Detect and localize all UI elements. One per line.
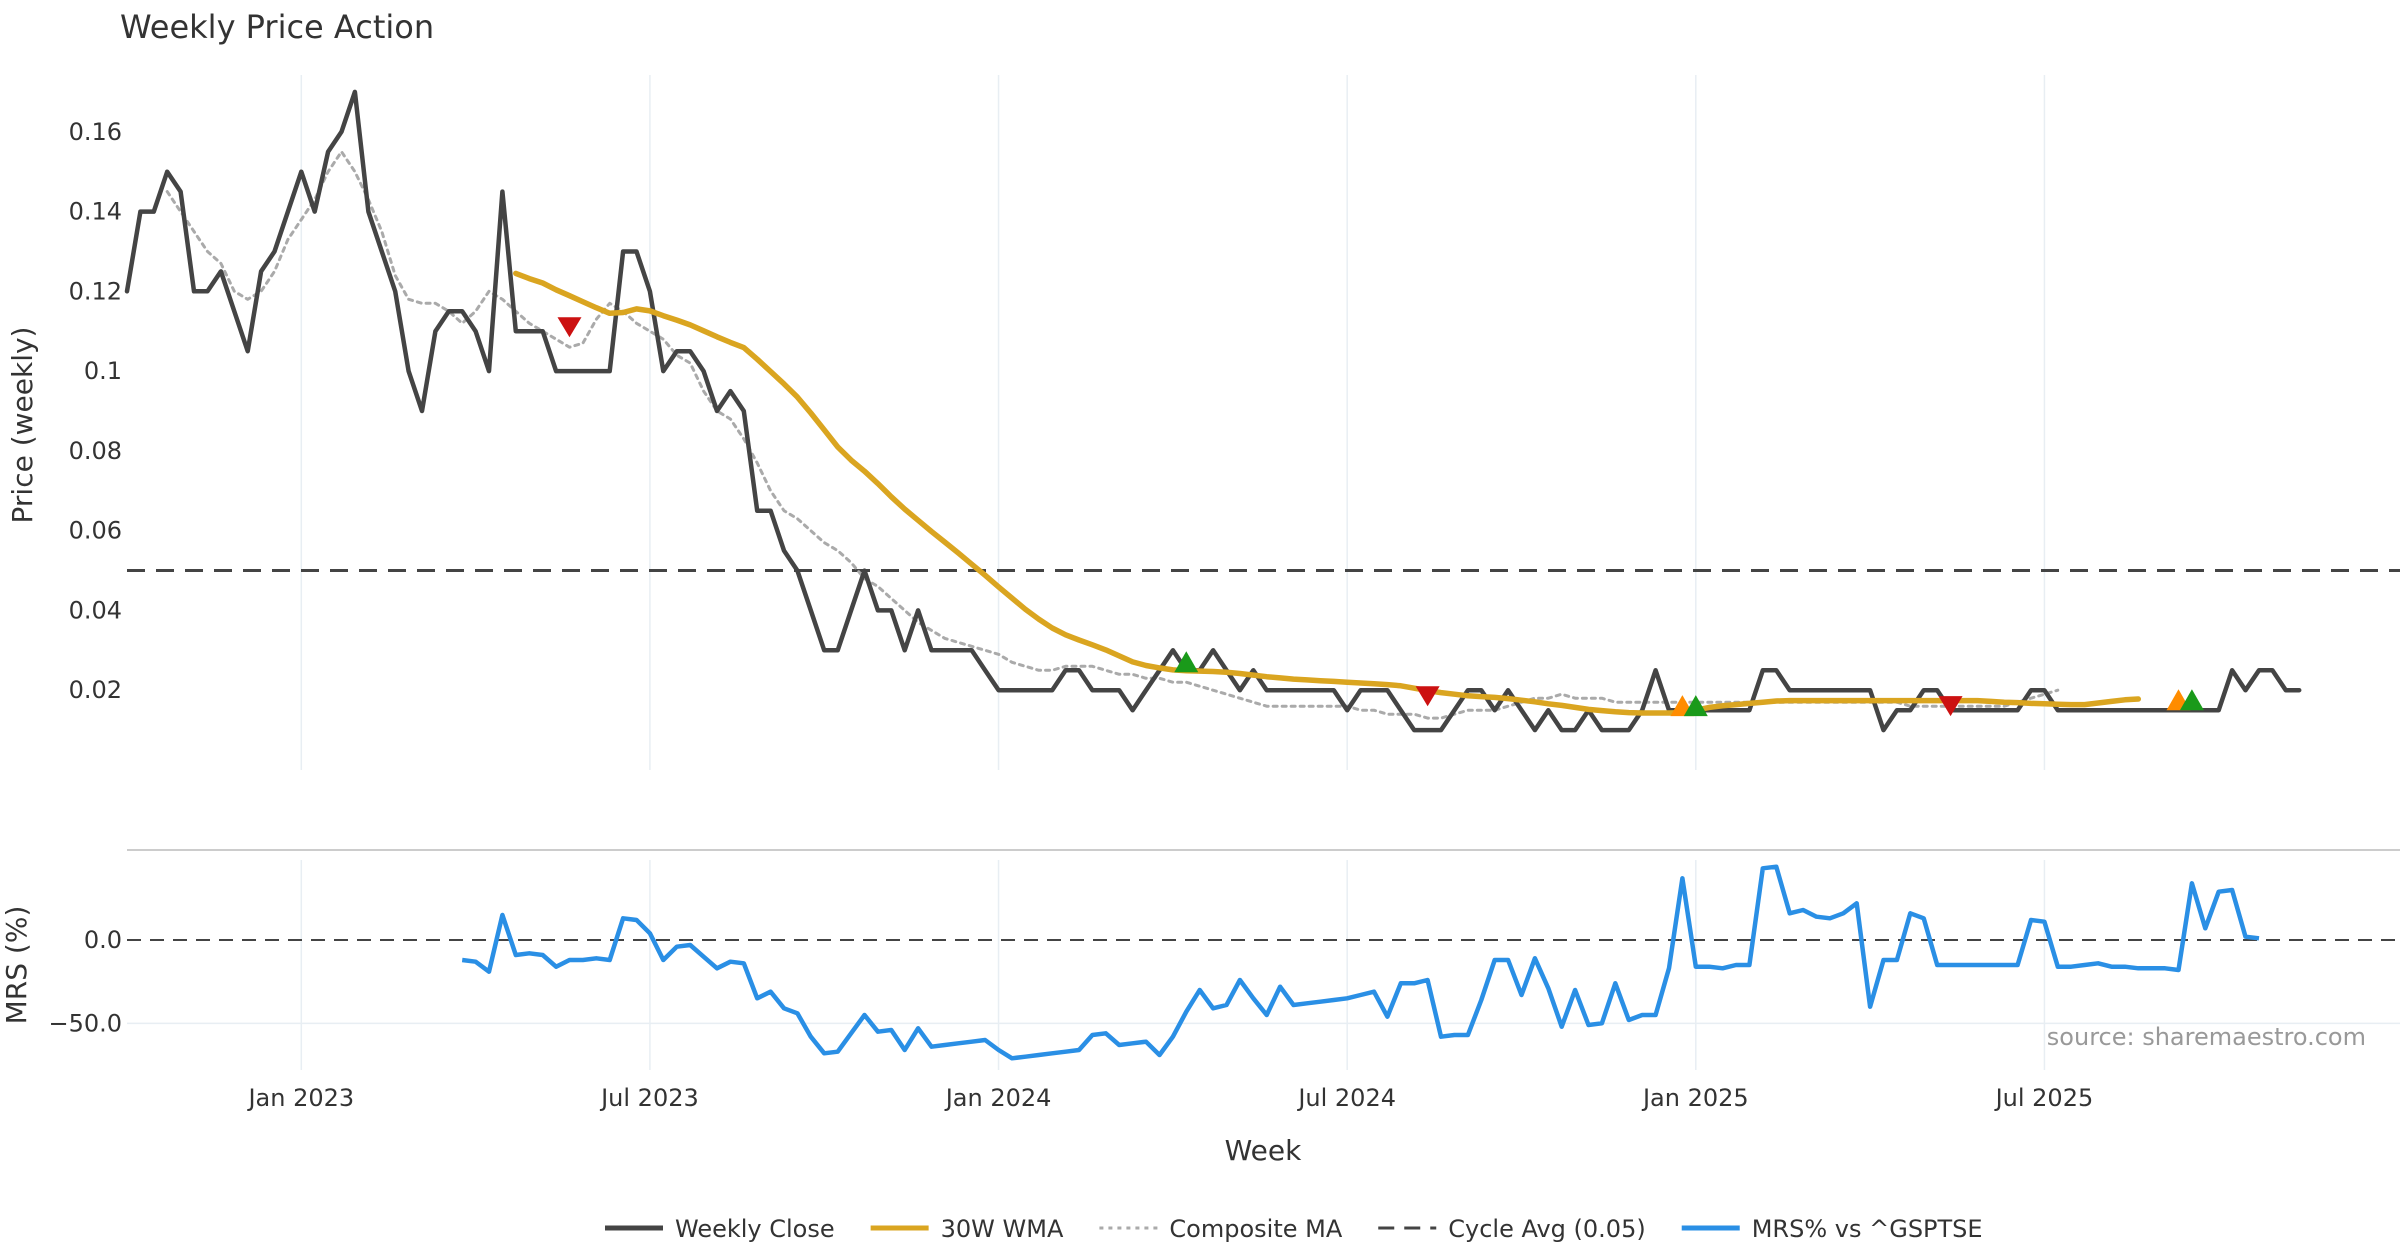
x-axis: Jan 2023 Jul 2023 Jan 2024 Jul 2024 Jan 2025… [246, 1084, 2093, 1112]
price-series-group [124, 89, 2400, 733]
source-note: source: sharemaestro.com [2047, 1023, 2366, 1051]
price-y-tick-label: 0.08 [69, 437, 122, 465]
mrs-y-label: MRS (%) [0, 906, 33, 1025]
mrs-y-axis: 0.0 −50.0 [48, 926, 122, 1037]
x-tick-label: Jan 2023 [246, 1084, 354, 1112]
sell-signal-marker [1938, 696, 1963, 717]
weekly-close-line [124, 89, 2302, 733]
buy-signal-marker [1174, 651, 1199, 673]
price-y-tick-label: 0.06 [69, 517, 122, 545]
legend-label: 30W WMA [941, 1215, 1064, 1243]
price-y-tick-label: 0.16 [69, 118, 122, 146]
legend-label: MRS% vs ^GSPTSE [1752, 1215, 1983, 1243]
x-tick-label: Jul 2024 [1296, 1084, 1396, 1112]
x-axis-label: Week [1225, 1134, 1302, 1167]
sell-signal-marker [1415, 686, 1440, 707]
price-y-axis: 0.02 0.04 0.06 0.08 0.1 0.12 0.14 0.16 [69, 118, 122, 704]
buy-signal-marker [2179, 689, 2204, 711]
legend-label: Composite MA [1169, 1215, 1342, 1243]
mrs-line [461, 864, 2260, 1061]
mrs-y-tick-label: 0.0 [84, 926, 122, 954]
legend-label: Cycle Avg (0.05) [1448, 1215, 1645, 1243]
mrs-y-tick-label: −50.0 [48, 1009, 122, 1037]
legend: Weekly Close 30W WMA Composite MA Cycle Avg… [605, 1215, 1983, 1243]
x-tick-label: Jan 2025 [1641, 1084, 1749, 1112]
price-y-label: Price (weekly) [6, 327, 39, 524]
x-tick-label: Jul 2023 [599, 1084, 699, 1112]
price-y-tick-label: 0.04 [69, 596, 122, 624]
price-grid [300, 75, 2046, 770]
legend-label: Weekly Close [675, 1215, 835, 1243]
sell-signal-marker [557, 317, 582, 338]
price-y-tick-label: 0.1 [84, 357, 122, 385]
x-tick-label: Jan 2024 [944, 1084, 1052, 1112]
x-tick-label: Jul 2025 [1994, 1084, 2094, 1112]
price-y-tick-label: 0.12 [69, 277, 122, 305]
buy-signal-marker [1683, 695, 1708, 717]
composite-ma-line [165, 150, 2060, 720]
mrs-grid [127, 860, 2400, 1070]
wma-30w-line [513, 270, 2142, 716]
signal-markers [557, 317, 2204, 717]
price-y-tick-label: 0.02 [69, 676, 122, 704]
chart-title: Weekly Price Action [120, 8, 434, 46]
price-y-tick-label: 0.14 [69, 198, 122, 226]
mrs-series-group [127, 864, 2400, 1061]
